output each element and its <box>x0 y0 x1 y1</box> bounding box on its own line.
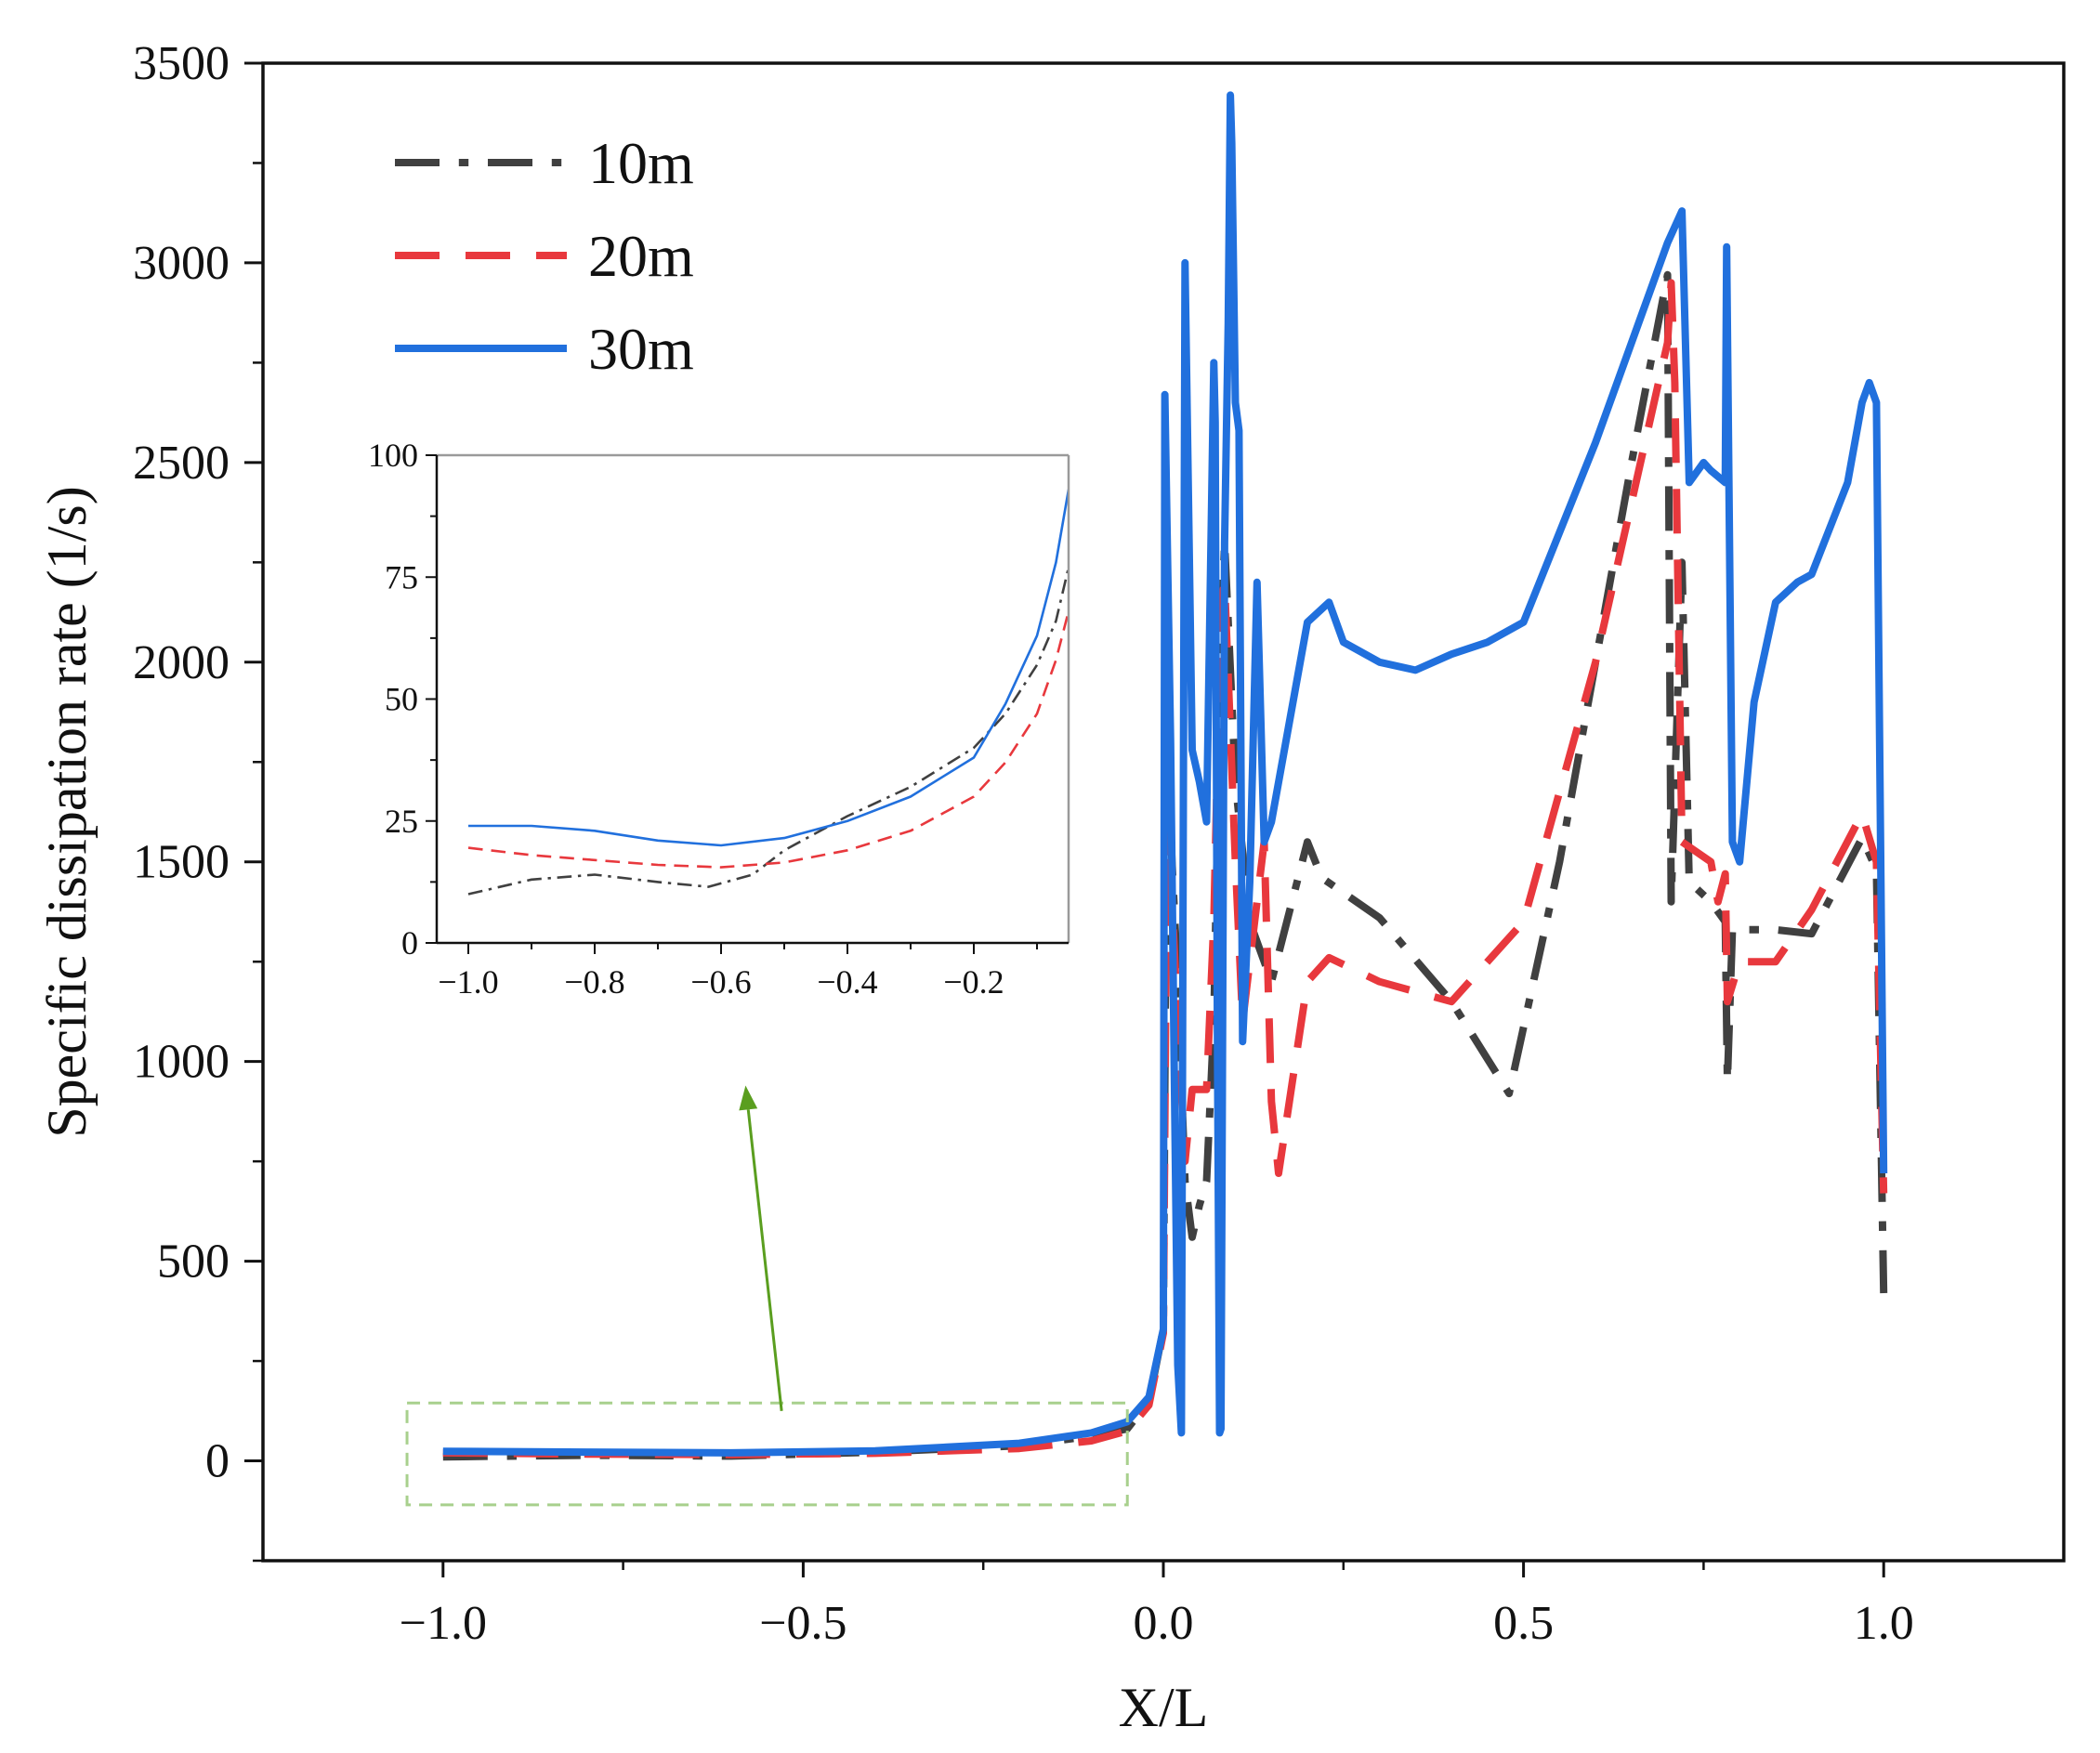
y-tick-label: 500 <box>157 1236 230 1289</box>
inset-series-group <box>467 489 1069 896</box>
legend-label-10m: 10m <box>588 130 694 196</box>
x-tick-label: 0.0 <box>1134 1597 1194 1650</box>
main-series-group <box>442 91 1888 1461</box>
inset-x-tick-label: −1.0 <box>438 963 498 1001</box>
y-tick-label: 1500 <box>133 836 230 889</box>
inset-series-line-10m <box>467 567 1069 896</box>
y-tick-label: 3500 <box>133 37 230 90</box>
x-tick-label: 1.0 <box>1854 1597 1914 1650</box>
zoom-region-box <box>405 1401 1129 1507</box>
x-tick-label: −1.0 <box>400 1597 487 1650</box>
main-plot: −1.0 −0.5 0.0 0.5 1.005001000150020002500300… <box>36 37 2066 1738</box>
x-axis-title: X/L <box>1119 1677 1209 1738</box>
series-line-30m <box>442 91 1888 1457</box>
zoom-arrow-shaft <box>746 1109 783 1411</box>
inset-x-tick-label: −0.2 <box>943 963 1004 1001</box>
y-tick-label: 3000 <box>133 237 230 290</box>
legend-label-20m: 20m <box>588 223 694 289</box>
y-axis-title: Specific dissipation rate (1/s) <box>36 486 98 1137</box>
inset-y-tick-label: 0 <box>401 924 418 962</box>
inset-series-line-30m <box>468 489 1069 847</box>
zoom-arrow-head <box>739 1085 758 1111</box>
inset-y-tick-label: 25 <box>385 803 418 840</box>
legend-label-30m: 30m <box>588 316 694 382</box>
inset-y-tick-label: 50 <box>385 681 418 718</box>
inset-y-tick-label: 100 <box>368 437 418 474</box>
inset-background <box>367 437 1092 1005</box>
y-tick-label: 2500 <box>133 437 230 490</box>
y-tick-label: 0 <box>205 1435 230 1488</box>
annotations <box>405 1085 1129 1507</box>
inset-x-tick-label: −0.8 <box>564 963 624 1001</box>
y-tick-label: 1000 <box>133 1036 230 1089</box>
x-tick-label: −0.5 <box>759 1597 847 1650</box>
inset-x-tick-label: −0.4 <box>817 963 877 1001</box>
inset-x-tick-label: −0.6 <box>690 963 751 1001</box>
x-tick-label: 0.5 <box>1493 1597 1554 1650</box>
inset-plot: −1.0 −0.8 −0.6 −0.4 −0.2 0 25 50 75 100 <box>367 437 1092 1005</box>
inset-series-line-20m <box>467 610 1069 869</box>
legend: 10m 20m 30m <box>395 130 694 382</box>
series-line-20m <box>442 279 1888 1459</box>
inset-y-tick-label: 75 <box>385 558 418 595</box>
y-tick-label: 2000 <box>133 636 230 689</box>
